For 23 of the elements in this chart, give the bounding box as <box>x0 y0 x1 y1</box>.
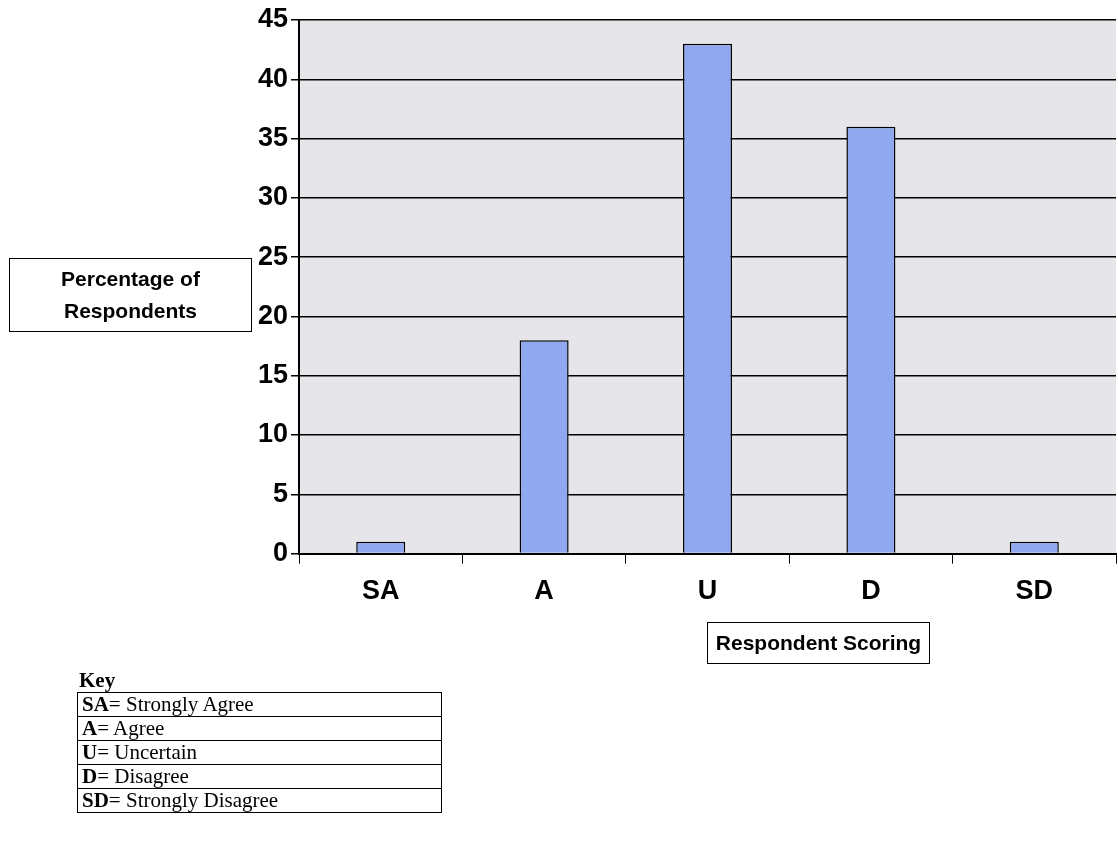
y-axis-title: Percentage of Respondents <box>9 258 252 332</box>
y-tick-label: 10 <box>257 418 289 449</box>
text: U= Uncertain <box>77 740 442 765</box>
x-tick-label: D <box>861 575 881 606</box>
y-tick-label: 15 <box>257 359 289 390</box>
y-tick-label: 35 <box>257 122 289 153</box>
y-tick-label: 0 <box>273 537 289 568</box>
text: SA= Strongly Agree <box>77 692 442 717</box>
x-tick-label: A <box>534 575 554 606</box>
text: Key <box>78 668 117 692</box>
y-tick-label: 5 <box>273 477 289 508</box>
y-tick-label: 45 <box>257 3 289 34</box>
text: A= Agree <box>77 716 442 741</box>
y-tick-label: 20 <box>257 299 289 330</box>
y-tick-label: 25 <box>257 240 289 271</box>
y-tick-label: 40 <box>257 62 289 93</box>
y-tick-label: 30 <box>257 181 289 212</box>
x-tick-label: SA <box>361 575 400 606</box>
text: SD= Strongly Disagree <box>77 788 442 813</box>
text: D= Disagree <box>77 764 442 789</box>
x-tick-label: U <box>697 575 718 606</box>
x-tick-label: SD <box>1015 575 1054 606</box>
x-axis-title: Respondent Scoring <box>707 622 930 664</box>
